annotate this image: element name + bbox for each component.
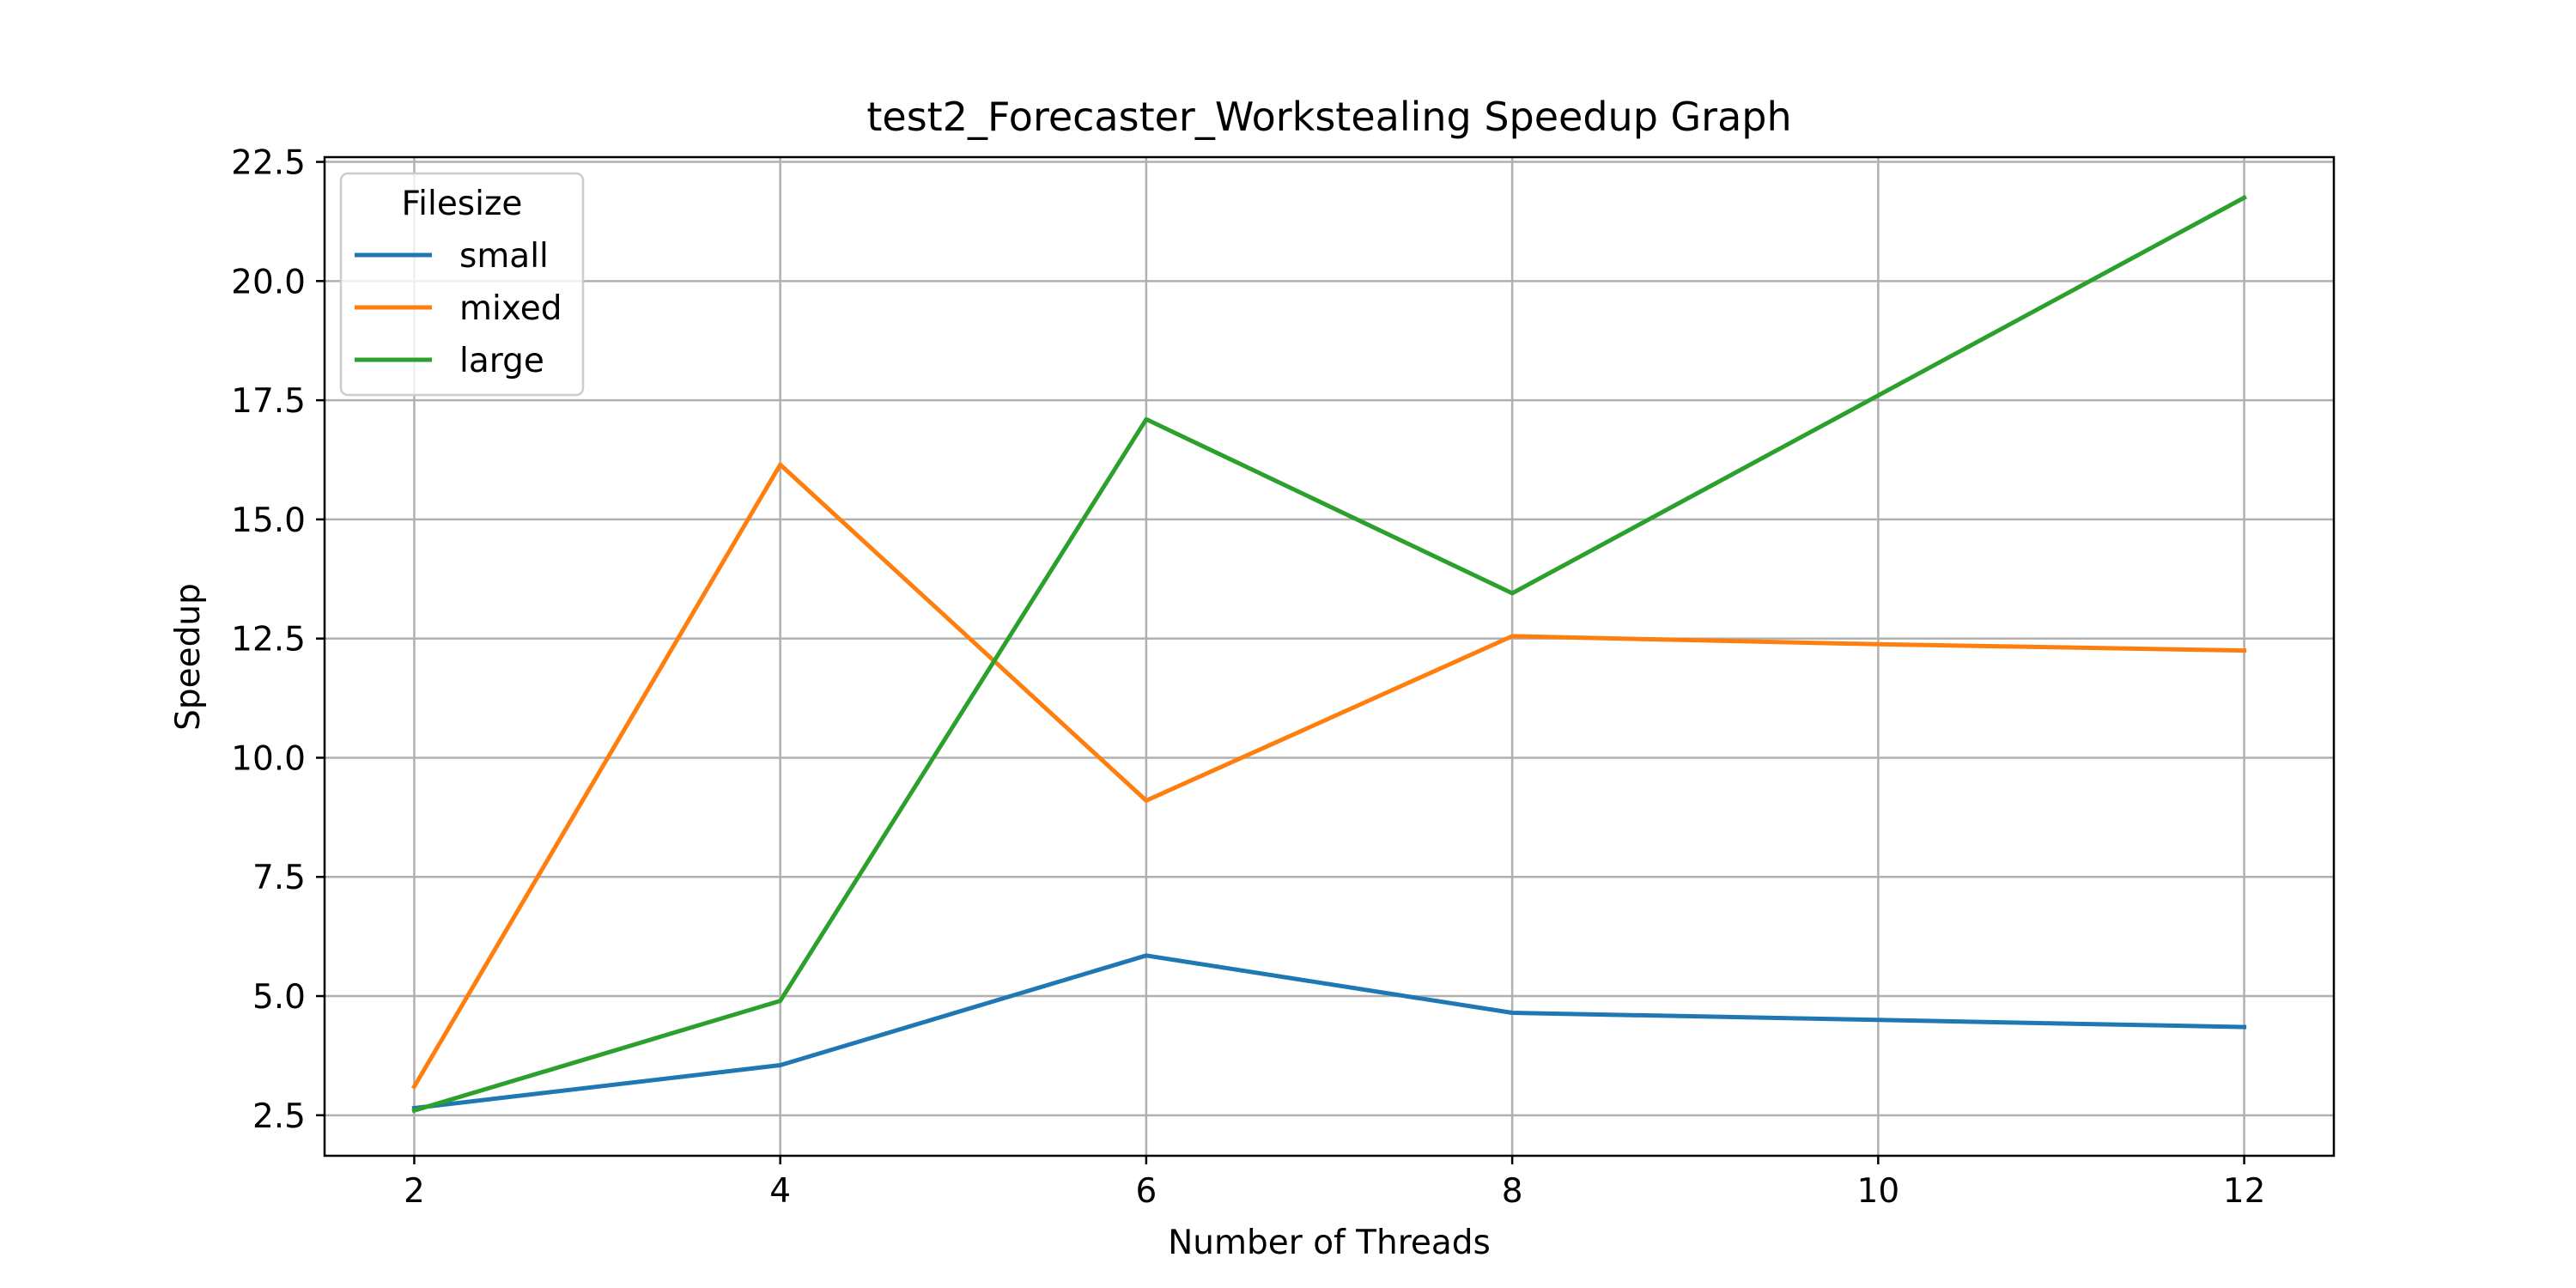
legend-label-mixed: mixed [459,289,562,328]
plot-frame [323,155,2336,1157]
y-axis-label: Speedup [169,583,208,731]
y-tick-label: 10.0 [231,739,306,778]
legend-label-small: small [459,237,549,276]
y-tick-label: 2.5 [252,1097,306,1136]
x-axis-ticks: 2 4 6 8 10 12 [404,1156,2265,1211]
series-line-mixed [410,462,2247,1090]
y-axis-ticks: 2.5 5.0 7.5 10.0 12.5 15.0 17.5 20.0 22.5 [231,144,325,1136]
x-axis-label: Number of Threads [1168,1224,1491,1262]
y-tick-label: 15.0 [231,501,306,540]
chart-title: test2_Forecaster_Workstealing Speedup Gr… [866,94,1791,140]
y-tick-label: 5.0 [252,978,306,1017]
y-tick-label: 12.5 [231,621,306,659]
y-tick-label: 22.5 [231,144,306,183]
x-tick-label: 6 [1135,1172,1157,1211]
legend-title: Filesize [402,185,523,223]
series-layer [410,194,2247,1114]
x-tick-label: 2 [404,1172,425,1211]
y-tick-label: 7.5 [252,859,306,897]
x-tick-label: 8 [1502,1172,1523,1211]
x-tick-label: 12 [2223,1172,2266,1211]
x-tick-label: 10 [1857,1172,1900,1211]
series-line-small [411,953,2247,1111]
legend: Filesize small mixed large [339,172,585,397]
legend-label-large: large [459,342,544,380]
y-tick-label: 17.5 [231,382,306,421]
legend-entries: small mixed large [355,237,562,380]
legend-box [339,172,585,397]
grid-layer [325,157,2334,1156]
series-line-large [411,194,2247,1114]
y-tick-label: 20.0 [231,263,306,301]
x-tick-label: 4 [769,1172,791,1211]
